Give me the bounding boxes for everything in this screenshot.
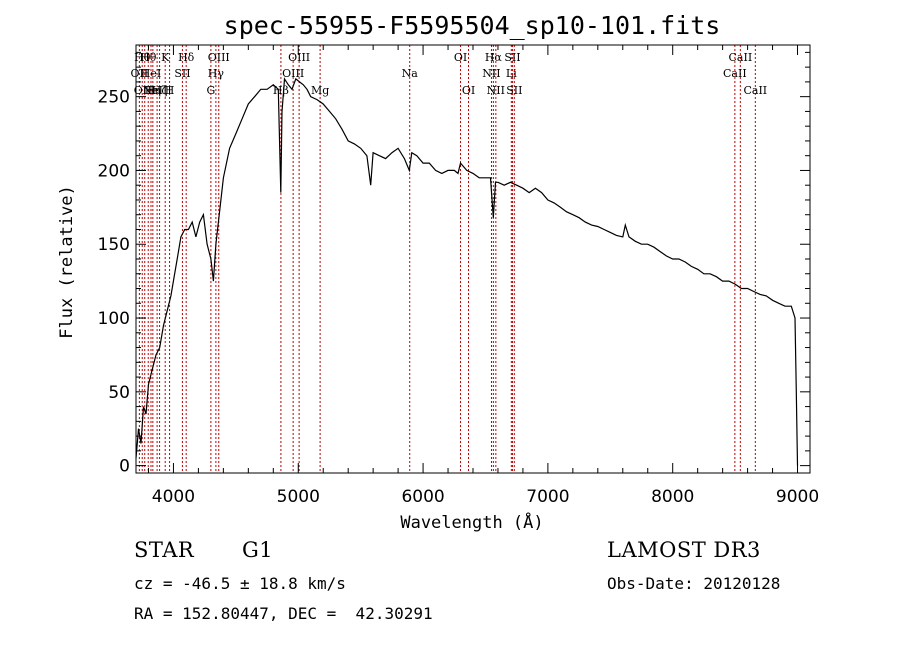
line-marker-label-1: Hθ: [134, 51, 151, 64]
x-tick-label-9000: 9000: [776, 487, 819, 507]
line-marker-label-21: OI: [462, 84, 475, 97]
x-tick-label-4000: 4000: [152, 487, 195, 507]
y-tick-label-0: 0: [119, 457, 130, 477]
line-marker-label-22: NII: [482, 67, 500, 80]
line-marker-label-30: CaII: [743, 84, 767, 97]
x-tick-label-8000: 8000: [651, 487, 694, 507]
object-subclass: G1: [242, 538, 274, 562]
y-tick-label-150: 150: [98, 235, 130, 255]
x-axis-ticks: 4000 5000 6000 7000 8000 9000: [147, 45, 819, 507]
x-tick-label-7000: 7000: [526, 487, 569, 507]
line-marker-label-5: Hη: [145, 84, 161, 97]
survey-label: LAMOST DR3: [607, 538, 761, 562]
line-marker-label-17: OIII: [288, 51, 310, 64]
x-tick-label-6000: 6000: [401, 487, 444, 507]
observation-date: Obs-Date: 20120128: [607, 574, 781, 593]
line-marker-label-6: NeIII: [143, 84, 172, 97]
line-marker-label-7: Hζ: [152, 84, 168, 97]
y-axis-ticks: 0 50 100 150 200 250: [98, 51, 810, 477]
line-marker-label-9: H: [165, 84, 175, 97]
line-marker-label-12: G: [206, 84, 215, 97]
line-marker-label-10: SII: [174, 67, 190, 80]
line-marker-label-19: Na: [402, 67, 419, 80]
x-axis-label: Wavelength (Å): [400, 511, 543, 533]
y-tick-label-250: 250: [98, 88, 130, 108]
y-tick-label-100: 100: [98, 309, 130, 329]
y-tick-label-50: 50: [108, 383, 130, 403]
line-marker-label-26: SII: [504, 51, 520, 64]
redshift-velocity: cz = -46.5 ± 18.8 km/s: [134, 574, 346, 593]
line-marker-label-2: OIII: [134, 84, 156, 97]
line-marker-label-15: Hβ: [273, 84, 289, 97]
line-marker-label-18: Mg: [311, 84, 329, 97]
object-class: STAR: [134, 538, 195, 562]
line-marker-label-3: Hθ: [140, 51, 157, 64]
line-marker-label-24: NII: [487, 84, 505, 97]
y-axis-label: Flux (relative): [57, 185, 77, 339]
chart-title: spec-55955-F5595504_sp10-101.fits: [224, 11, 721, 40]
line-marker-label-23: Hα: [485, 51, 503, 64]
line-marker-label-0: OII: [131, 67, 149, 80]
line-marker-label-20: OI: [454, 51, 467, 64]
line-marker-label-16: OIII: [282, 67, 304, 80]
line-marker-label-25: Li: [506, 67, 517, 80]
line-marker-label-27: SII: [506, 84, 522, 97]
line-marker-label-4: HeI: [141, 67, 161, 80]
line-marker-label-11: Hδ: [178, 51, 195, 64]
line-marker-label-28: CaII: [723, 67, 747, 80]
y-tick-label-200: 200: [98, 161, 130, 181]
emission-line-markers: [138, 45, 756, 473]
x-tick-label-5000: 5000: [277, 487, 320, 507]
line-marker-label-14: OIII: [208, 51, 230, 64]
line-marker-label-8: K: [161, 51, 170, 64]
line-marker-label-29: CaII: [729, 51, 753, 64]
sky-coordinates: RA = 152.80447, DEC = 42.30291: [134, 604, 433, 623]
plot-frame: [135, 44, 811, 474]
spectrum-line: [135, 77, 799, 466]
line-marker-label-13: Hγ: [208, 67, 225, 80]
